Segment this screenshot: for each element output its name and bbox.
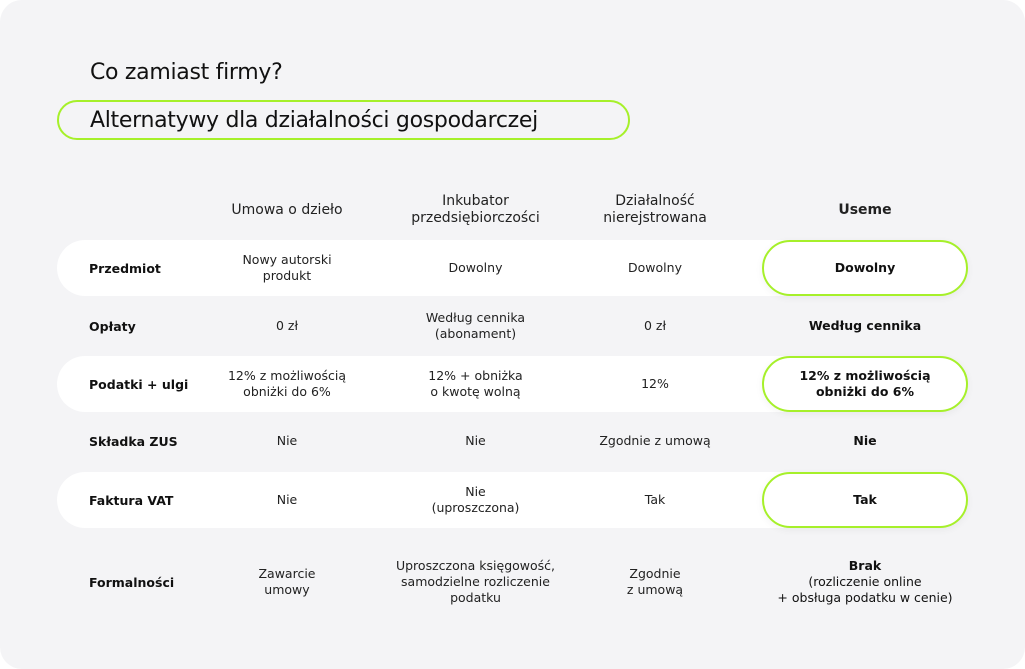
table-row-skladka-zus: Składka ZUS Nie Nie Zgodnie z umową Nie (57, 413, 917, 469)
column-header-inkubator: Inkubator przedsiębiorczości (411, 193, 540, 226)
cell-nierejestrowana: 12% (641, 376, 669, 391)
cell-nierejestrowana: Tak (644, 492, 666, 507)
cell-inkubator: Nie (uproszczona) (431, 484, 520, 515)
row-label: Faktura VAT (89, 492, 174, 508)
row-label: Podatki + ulgi (89, 376, 189, 392)
row-label: Przedmiot (89, 260, 161, 276)
cell-inkubator: 12% + obniżka o kwotę wolną (428, 368, 523, 399)
cell-nierejestrowana: 0 zł (643, 318, 667, 333)
column-header-umowa-o-dzielo: Umowa o dzieło (231, 201, 343, 218)
cell-nierejestrowana: Dowolny (628, 260, 682, 275)
row-label: Opłaty (89, 318, 136, 334)
cell-useme: Nie (853, 433, 877, 448)
useme-highlight-pill (762, 472, 968, 528)
useme-highlight-pill (762, 240, 968, 296)
cell-inkubator: Dowolny (448, 260, 503, 275)
cell-useme: Dowolny (834, 260, 896, 275)
cell-useme: Brak (rozliczenie online + obsługa podat… (762, 545, 968, 619)
cell-useme: 12% z możliwością obniżki do 6% (799, 368, 931, 399)
page-title: Alternatywy dla działalności gospodarcze… (57, 100, 630, 140)
cell-umowa: 0 zł (275, 318, 299, 333)
useme-highlight-pill (762, 356, 968, 412)
cell-useme: Tak (853, 492, 877, 507)
cell-umowa: Nie (276, 492, 298, 507)
cell-useme-note: (rozliczenie online + obsługa podatku w … (777, 574, 953, 605)
table-row-faktura-vat: Faktura VAT Nie Nie (uproszczona) Tak Ta… (57, 472, 968, 528)
cell-umowa: 12% z możliwością obniżki do 6% (227, 368, 346, 399)
column-header-dzialalnosc-nierejestrowana: Działalność nierejstrowana (603, 193, 707, 226)
cell-inkubator: Uproszczona księgowość, samodzielne rozl… (395, 558, 556, 605)
cell-nierejestrowana: Zgodnie z umową (626, 566, 684, 597)
page-subtitle: Co zamiast firmy? (90, 60, 283, 85)
cell-umowa: Nowy autorski produkt (242, 252, 332, 283)
table-row-przedmiot: Przedmiot Nowy autorski produkt Dowolny … (57, 240, 968, 296)
row-label: Składka ZUS (89, 433, 178, 449)
cell-useme: Według cennika (808, 318, 922, 333)
cell-inkubator: Nie (465, 433, 486, 448)
table-row-formalnosci: Formalności Zawarcie umowy Uproszczona k… (57, 545, 953, 619)
row-label: Formalności (89, 574, 175, 590)
cell-umowa: Zawarcie umowy (258, 566, 316, 597)
cell-useme-main: Brak (848, 558, 882, 573)
table-row-oplaty: Opłaty 0 zł Według cennika (abonament) 0… (57, 298, 921, 354)
column-header-useme: Useme (838, 201, 892, 218)
cell-umowa: Nie (276, 433, 298, 448)
cell-inkubator: Według cennika (abonament) (425, 310, 526, 341)
table-row-podatki: Podatki + ulgi 12% z możliwością obniżki… (57, 356, 968, 412)
cell-nierejestrowana: Zgodnie z umową (599, 433, 711, 448)
